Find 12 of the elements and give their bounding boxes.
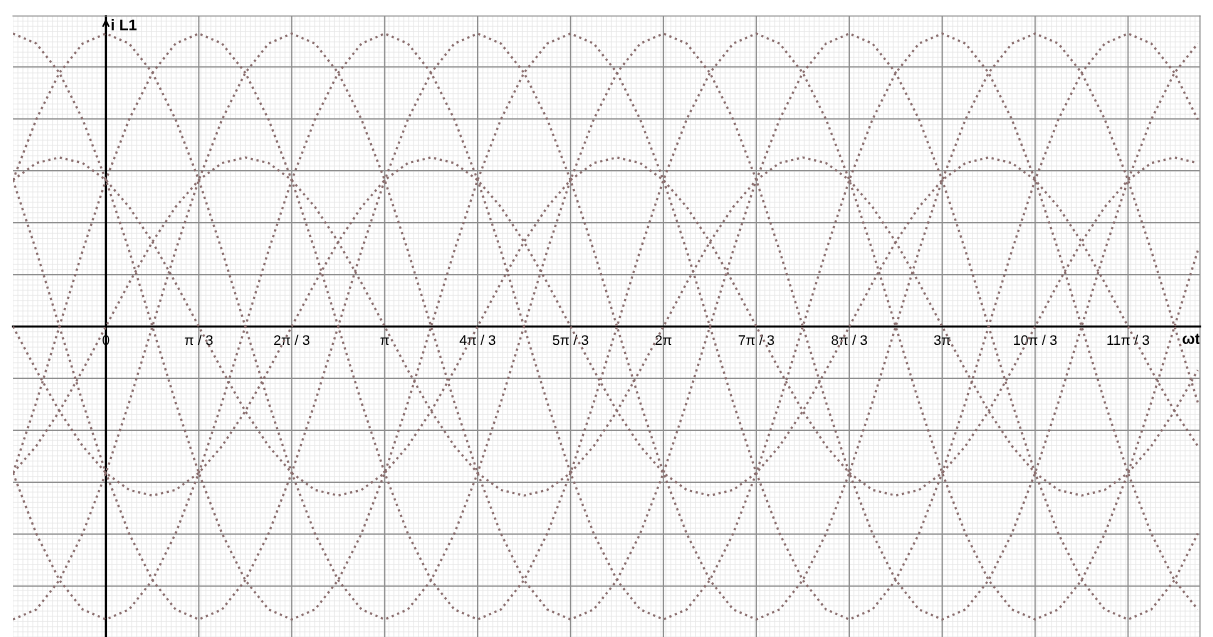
y-axis-title: i L1	[111, 19, 137, 31]
x-tick-label: 4π / 3	[459, 334, 496, 346]
x-tick-label: 2π	[655, 335, 672, 346]
x-tick-label: 2π / 3	[274, 334, 310, 346]
x-tick-label: 8π / 3	[831, 334, 868, 346]
x-tick-label: π	[380, 337, 389, 346]
x-tick-label: 7π / 3	[738, 334, 775, 346]
x-tick-label: 3π	[934, 335, 951, 346]
x-tick-label: π / 3	[184, 334, 213, 346]
x-tick-label: 10π / 3	[1014, 334, 1057, 346]
x-axis-title: ωt	[1182, 333, 1200, 344]
x-tick-label: 11π / 3	[1107, 334, 1150, 346]
